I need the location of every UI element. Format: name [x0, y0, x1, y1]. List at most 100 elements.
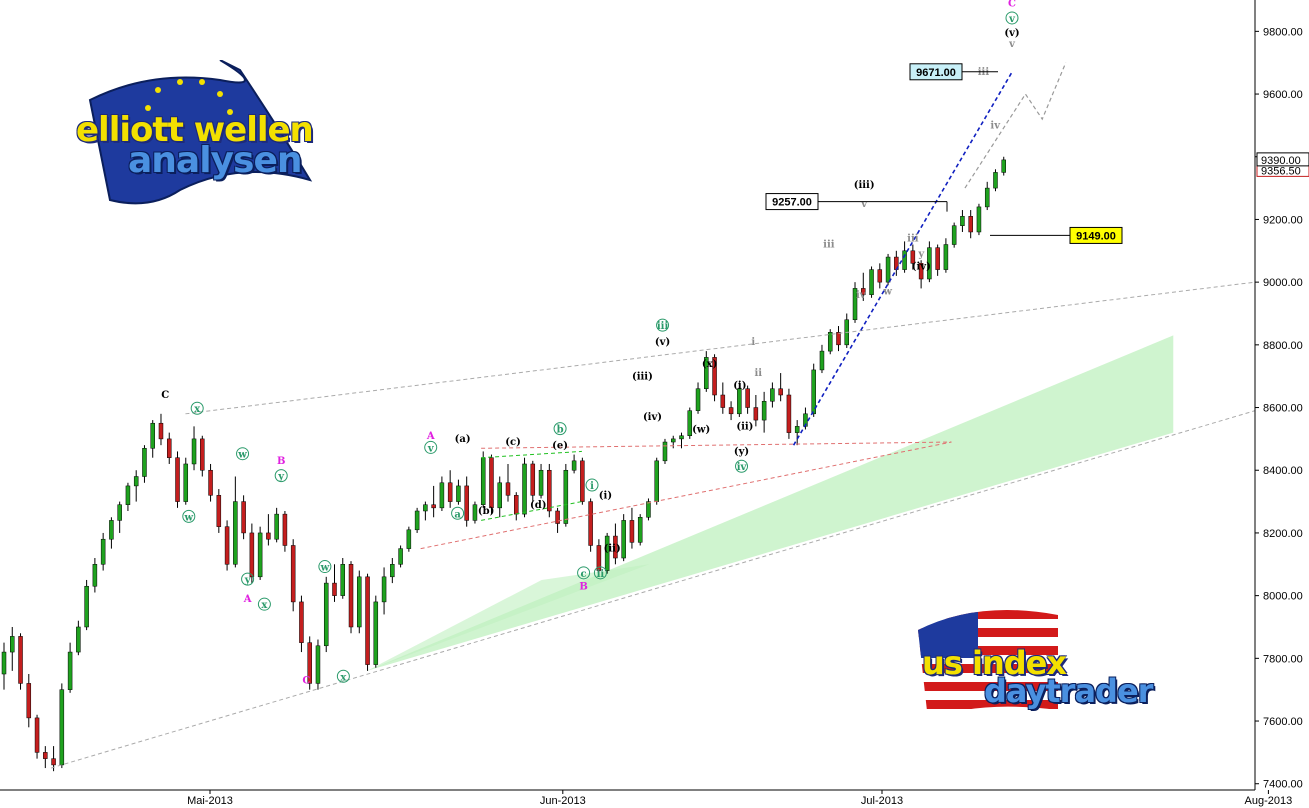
wave-label: (iii)	[854, 180, 875, 191]
y-tick-label: 8800.00	[1263, 340, 1303, 352]
wave-label: v	[860, 199, 868, 210]
wave-label: (d)	[530, 500, 546, 511]
candle-body	[505, 482, 511, 496]
candle-body	[596, 545, 602, 571]
wave-label-text: (iii)	[854, 180, 875, 191]
wave-label: i	[751, 337, 755, 348]
blue-trendline	[792, 71, 1013, 446]
wave-label-text: ii	[597, 569, 605, 580]
projection-path	[964, 62, 1067, 189]
candle-body	[662, 441, 668, 462]
wave-label-text: iii	[978, 67, 990, 78]
candle-body	[125, 485, 131, 505]
candle-body	[43, 752, 48, 759]
wave-label: (v)	[655, 337, 670, 348]
wave-label: iv	[735, 459, 749, 473]
wave-label: (e)	[552, 440, 568, 451]
candle-body	[158, 422, 164, 440]
candle-body	[332, 582, 337, 596]
candle-body	[861, 288, 866, 295]
wave-label-text: iii	[823, 240, 835, 251]
wave-label-text: v	[1008, 14, 1016, 25]
candle-body	[547, 469, 552, 512]
candle-body	[142, 448, 147, 477]
green-channel-lower	[366, 564, 650, 671]
wave-label-text: b	[557, 425, 564, 436]
candle-body	[1001, 159, 1006, 173]
candle-body	[133, 476, 139, 487]
x-tick-label: Jul-2013	[861, 795, 903, 807]
candle-body	[951, 225, 957, 245]
candle-body	[563, 469, 569, 524]
wave-label: iii	[656, 318, 670, 332]
wave-label: (ii)	[736, 421, 753, 432]
candle-body	[687, 410, 693, 437]
wave-circle-icon	[585, 478, 599, 492]
last-price-label: 9390.00	[1261, 155, 1301, 167]
wave-circle-icon	[318, 560, 332, 574]
wave-label-text: ii	[755, 368, 763, 379]
candle-body	[183, 463, 189, 502]
wave-label-text: v	[860, 199, 868, 210]
price-level-box	[909, 63, 963, 81]
wave-label: iii	[978, 67, 990, 78]
candle-body	[357, 576, 362, 628]
candle-body	[927, 247, 932, 280]
candle-body	[191, 438, 197, 465]
wave-label: v	[424, 440, 438, 454]
channel-layer	[366, 335, 1174, 671]
red-trendline-lower	[420, 441, 952, 550]
price-level-label: 9257.00	[772, 197, 812, 209]
candle-body	[869, 269, 874, 295]
y-tick-label: 8000.00	[1263, 591, 1303, 603]
candle-body	[472, 504, 478, 521]
candle-body	[530, 463, 536, 496]
last-price-2-label: 9356.50	[1261, 165, 1301, 177]
wave-label-text: A	[243, 594, 252, 605]
candle-body	[456, 485, 461, 502]
x-tick-label: Jun-2013	[540, 795, 586, 807]
wave-label: iv	[856, 290, 867, 301]
wave-label: x	[257, 597, 271, 611]
wave-label: b	[553, 422, 567, 436]
candle-body	[984, 187, 990, 208]
wave-label: (v)	[1004, 28, 1019, 39]
candle-body	[761, 401, 767, 421]
candle-body	[794, 426, 800, 433]
wave-label-text: (iii)	[632, 371, 653, 382]
candle-body	[836, 332, 841, 346]
y-tick-label: 7400.00	[1263, 779, 1303, 791]
wave-label: w	[182, 509, 196, 523]
candle-body	[695, 388, 701, 411]
candle-body	[538, 469, 544, 496]
wave-label: C	[1008, 0, 1016, 9]
upper-trendline	[185, 281, 1256, 415]
candle-body	[745, 388, 750, 408]
candle-body	[852, 288, 858, 321]
y-tick-label: 8600.00	[1263, 403, 1303, 415]
candle-body	[621, 520, 626, 559]
wave-label-text: (i)	[733, 381, 746, 392]
wave-label: w	[318, 560, 332, 574]
candle-body	[480, 457, 486, 505]
candle-body	[34, 717, 40, 753]
wave-circle-icon	[1005, 11, 1019, 25]
candle-body	[571, 460, 577, 471]
candle-body	[117, 504, 122, 521]
candle-body	[365, 576, 370, 665]
wave-label-text: (a)	[455, 434, 471, 445]
candle-body	[522, 463, 527, 515]
price-level-label: 9149.00	[1076, 230, 1116, 242]
x-tick-label: Mai-2013	[187, 795, 233, 807]
wave-label-text: (iv)	[643, 412, 662, 423]
candle-body	[811, 369, 816, 415]
candle-body	[381, 576, 387, 603]
wave-label: ii	[593, 566, 607, 580]
candle-body	[373, 601, 379, 665]
candle-body	[753, 407, 759, 421]
wave-label: v	[1005, 11, 1019, 25]
candle-body	[390, 564, 395, 578]
candle-body	[968, 216, 973, 233]
wave-label: y	[241, 572, 255, 586]
